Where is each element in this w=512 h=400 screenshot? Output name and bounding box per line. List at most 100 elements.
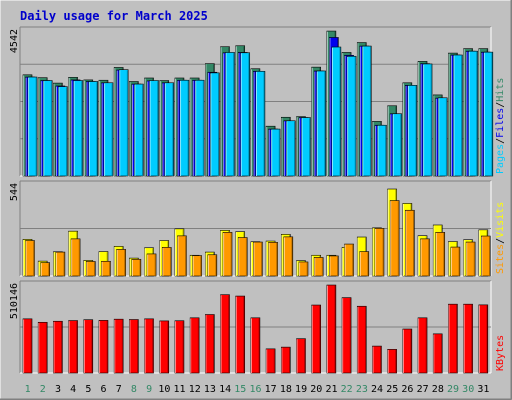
- bar-pages-day-16: [255, 70, 266, 177]
- hits-panel-legend: Pages/Files/Hits: [495, 78, 506, 174]
- bar-kbytes-day-7: [113, 318, 124, 374]
- x-tick-day-8: 8: [131, 384, 137, 395]
- bar-sites-day-23: [359, 251, 370, 277]
- bar-pages-day-18: [285, 120, 296, 177]
- x-tick-day-25: 25: [386, 384, 398, 395]
- bar-kbytes-day-15: [235, 295, 246, 374]
- kbytes-panel: 510146 KBytes: [9, 280, 506, 374]
- bar-kbytes-day-4: [68, 320, 78, 374]
- x-tick-day-9: 9: [146, 384, 152, 395]
- bar-kbytes-day-20: [311, 304, 321, 374]
- bar-kbytes-day-8: [129, 319, 139, 374]
- bar-sites-day-29: [450, 246, 461, 277]
- legend-visits: Visits: [495, 202, 506, 238]
- bar-pages-day-12: [194, 79, 205, 177]
- bar-kbytes-day-9: [144, 318, 154, 374]
- bar-pages-day-9: [149, 80, 159, 177]
- bar-sites-day-15: [237, 237, 248, 277]
- bar-sites-day-24: [374, 228, 385, 277]
- bar-sites-day-14: [222, 232, 233, 277]
- bar-kbytes-day-14: [220, 294, 230, 374]
- bar-sites-day-13: [207, 254, 218, 277]
- bar-sites-day-9: [146, 253, 157, 277]
- x-tick-day-26: 26: [401, 384, 413, 395]
- x-tick-day-10: 10: [158, 384, 170, 395]
- x-tick-day-2: 2: [40, 384, 46, 395]
- bar-kbytes-day-18: [280, 346, 291, 374]
- bar-kbytes-day-22: [341, 297, 352, 374]
- bar-pages-day-27: [422, 63, 433, 177]
- legend-files: Files: [495, 108, 506, 138]
- bar-pages-day-28: [437, 97, 448, 177]
- bar-pages-day-30: [468, 50, 478, 177]
- bar-pages-day-24: [377, 124, 387, 177]
- bar-sites-day-27: [420, 238, 430, 277]
- bar-sites-day-25: [389, 200, 400, 277]
- kbytes-panel-axis-max-label: 510146: [9, 283, 20, 319]
- x-tick-day-30: 30: [462, 384, 474, 395]
- x-tick-day-14: 14: [219, 384, 231, 395]
- legend-separator: /: [495, 238, 506, 244]
- bar-pages-day-23: [361, 45, 372, 177]
- x-tick-day-13: 13: [204, 384, 216, 395]
- bar-kbytes-day-10: [159, 320, 170, 374]
- bar-pages-day-20: [316, 70, 326, 177]
- legend-pages: Pages: [495, 144, 506, 174]
- bar-sites-day-6: [101, 260, 111, 277]
- bar-kbytes-day-24: [372, 345, 382, 374]
- bar-kbytes-day-3: [53, 320, 63, 374]
- bar-kbytes-day-26: [402, 328, 413, 374]
- bar-sites-day-16: [253, 241, 263, 277]
- bar-sites-day-2: [40, 262, 50, 277]
- x-tick-day-4: 4: [70, 384, 76, 395]
- x-tick-day-15: 15: [234, 384, 246, 395]
- bar-pages-day-8: [134, 83, 144, 177]
- x-tick-day-6: 6: [101, 384, 107, 395]
- bar-kbytes-day-30: [463, 303, 473, 374]
- bar-kbytes-day-29: [448, 303, 458, 374]
- x-tick-day-7: 7: [116, 384, 122, 395]
- x-tick-day-1: 1: [25, 384, 31, 395]
- kbytes-panel-legend: KBytes: [495, 335, 506, 371]
- bar-sites-day-12: [192, 255, 202, 277]
- legend-hits: Hits: [495, 78, 506, 102]
- bar-sites-day-7: [116, 249, 126, 277]
- bar-pages-day-11: [179, 79, 190, 177]
- bar-sites-day-26: [405, 209, 415, 277]
- bar-kbytes-day-1: [22, 318, 33, 374]
- bar-pages-day-6: [103, 82, 114, 177]
- bar-sites-day-20: [313, 257, 324, 277]
- bar-sites-day-8: [131, 258, 142, 277]
- bar-kbytes-day-23: [356, 305, 367, 374]
- x-tick-day-21: 21: [325, 384, 337, 395]
- x-tick-day-23: 23: [356, 384, 368, 395]
- x-tick-day-29: 29: [447, 384, 459, 395]
- bar-pages-day-26: [407, 85, 418, 177]
- bar-sites-day-31: [481, 235, 491, 277]
- bar-sites-day-21: [329, 255, 339, 277]
- x-tick-day-3: 3: [55, 384, 61, 395]
- bar-pages-day-21: [331, 46, 342, 177]
- legend-separator: /: [495, 138, 506, 144]
- bar-kbytes-day-5: [83, 319, 94, 374]
- x-tick-day-11: 11: [174, 384, 186, 395]
- bar-kbytes-day-12: [189, 317, 200, 374]
- bar-pages-day-17: [270, 128, 281, 177]
- bar-pages-day-2: [42, 80, 53, 177]
- bar-pages-day-4: [73, 80, 83, 177]
- bar-kbytes-day-19: [296, 338, 306, 374]
- day-tick-labels: 1 2 3 4 5 6 7 8 9 10 11 12 13 14 15 16 17 18 19 20 21 22 23 24 2…: [25, 384, 490, 395]
- x-tick-day-22: 22: [341, 384, 353, 395]
- bar-kbytes-day-31: [478, 304, 489, 374]
- bar-kbytes-day-17: [265, 348, 276, 374]
- visits-sites-panel: 544 Sites/Visits: [9, 180, 506, 277]
- bar-kbytes-day-13: [205, 314, 215, 374]
- bar-sites-day-19: [298, 261, 309, 277]
- bar-pages-day-19: [301, 117, 311, 177]
- bar-pages-day-15: [240, 52, 251, 177]
- legend-sites: Sites: [495, 244, 506, 274]
- bar-sites-day-30: [465, 241, 476, 277]
- bar-kbytes-day-2: [37, 321, 48, 374]
- visits-panel-legend: Sites/Visits: [495, 202, 506, 274]
